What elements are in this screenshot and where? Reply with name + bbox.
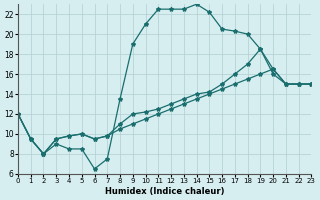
X-axis label: Humidex (Indice chaleur): Humidex (Indice chaleur) xyxy=(105,187,224,196)
